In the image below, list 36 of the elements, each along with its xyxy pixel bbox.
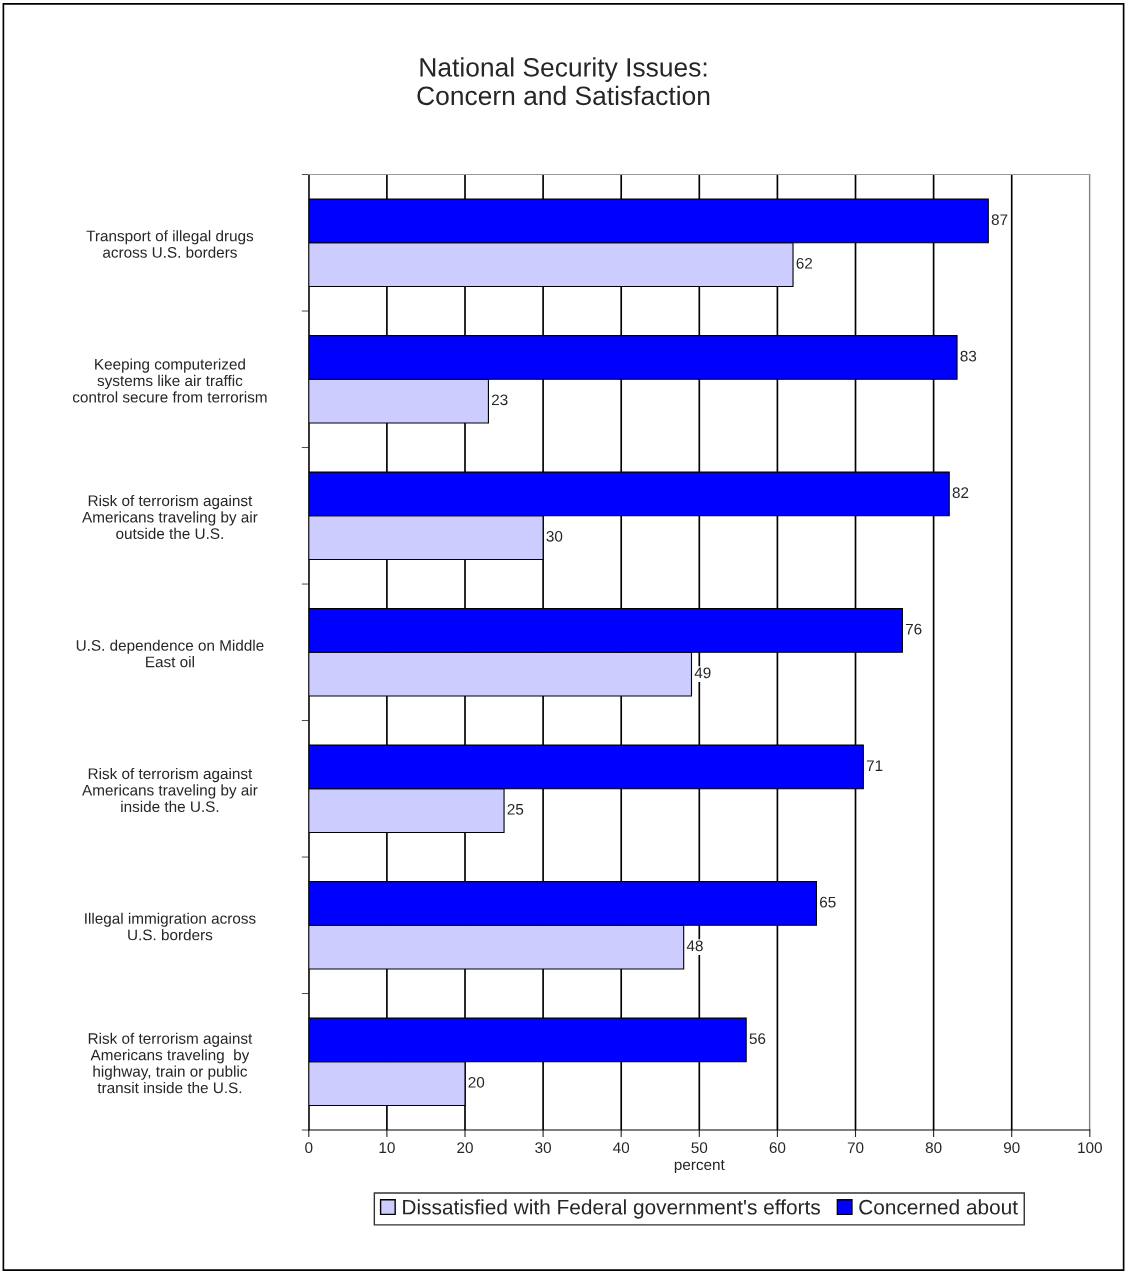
data-label: 82 bbox=[952, 487, 969, 499]
chart-title: National Security Issues: Concern and Satisfaction bbox=[417, 57, 710, 106]
x-tick-label: 90 bbox=[1003, 1142, 1020, 1154]
data-label: 49 bbox=[694, 667, 711, 679]
x-tick-label: 50 bbox=[691, 1142, 708, 1154]
y-tick-label: Risk of terrorism against Americans traveling by air outside the U.S. bbox=[82, 494, 258, 540]
x-tick-label: 10 bbox=[379, 1142, 395, 1154]
x-tick-label: 60 bbox=[769, 1142, 786, 1154]
y-tick-label: Transport of illegal drugs across U.S. borders bbox=[86, 230, 254, 258]
legend-label: Dissatisfied with Federal government's efforts bbox=[403, 1199, 820, 1219]
y-tick-label: Risk of terrorism against Americans traveling by air inside the U.S. bbox=[82, 767, 258, 813]
data-label: 87 bbox=[991, 214, 1008, 226]
data-label: 20 bbox=[468, 1076, 485, 1088]
legend-label: Concerned about bbox=[859, 1199, 1018, 1215]
x-tick-label: 80 bbox=[925, 1142, 942, 1154]
y-tick-label: Illegal immigration across U.S. borders bbox=[85, 912, 256, 941]
data-label: 23 bbox=[491, 394, 508, 406]
data-label: 71 bbox=[866, 760, 883, 771]
y-tick-label: Risk of terrorism against Americans traveling by highway, train or public transit inside the U.S. bbox=[88, 1032, 253, 1094]
x-tick-label: 20 bbox=[457, 1142, 473, 1154]
data-label: 25 bbox=[507, 803, 524, 815]
x-tick-label: 0 bbox=[305, 1142, 313, 1154]
data-label: 65 bbox=[820, 896, 836, 908]
x-tick-label: 70 bbox=[847, 1142, 864, 1154]
data-label: 48 bbox=[686, 940, 703, 952]
x-tick-label: 30 bbox=[535, 1142, 551, 1154]
y-tick-label: Keeping computerized systems like air traffic control secure from terrorism bbox=[72, 358, 267, 403]
x-tick-label: 100 bbox=[1078, 1142, 1102, 1154]
data-label: 56 bbox=[749, 1033, 766, 1045]
data-label: 62 bbox=[796, 257, 813, 269]
data-label: 30 bbox=[546, 530, 563, 542]
y-tick-label: U.S. dependence on Middle East oil bbox=[76, 639, 264, 668]
x-axis-title: percent bbox=[674, 1160, 725, 1174]
x-tick-label: 40 bbox=[613, 1142, 630, 1154]
data-label: 83 bbox=[960, 350, 977, 362]
data-label: 76 bbox=[905, 623, 922, 635]
